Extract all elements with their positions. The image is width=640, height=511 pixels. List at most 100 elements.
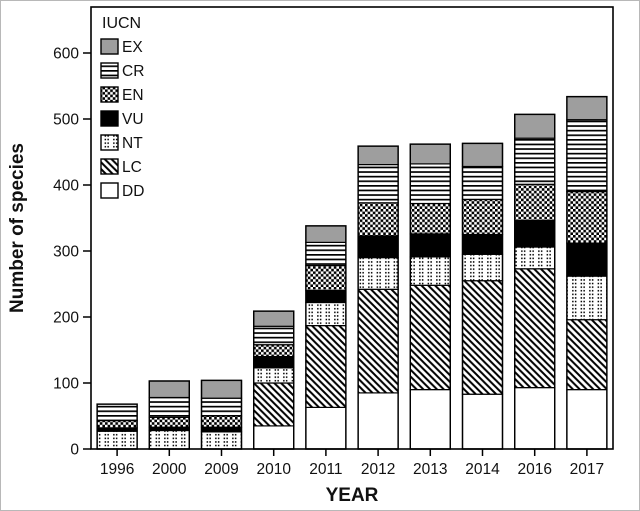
bar-segment-VU [514,220,556,248]
y-tick-label: 200 [53,310,79,327]
bar-segment-CR [409,163,451,205]
bar-segment-NT [148,429,190,450]
x-axis-title: YEAR [326,485,379,506]
legend-item-DD: DD [100,182,144,200]
legend-swatch-solid-gray [100,38,119,55]
legend-item-EX: EX [100,38,143,56]
legend-label: NT [122,135,143,152]
bar-segment-VU [357,235,399,259]
bar-segment-LC [461,280,504,395]
bar-segment-LC [253,382,295,427]
bar-segment-EX [357,145,399,166]
bar-segment-LC [357,288,399,394]
bar-segment-EN [357,202,399,237]
x-tick-label: 2014 [465,461,500,478]
x-tick-label: 2010 [256,461,291,478]
bar-segment-EN [566,191,608,244]
bar-2017 [566,95,608,450]
legend-swatch-checkerboard [100,86,119,103]
bar-segment-CR [96,403,138,422]
bar-segment-NT [357,257,399,290]
bar-2016 [514,113,556,450]
plot-area: 1996 2000 2009 2010 2011 2012 2013 2014 2016 2017… [53,6,614,478]
bar-2009 [200,379,243,450]
x-tick-label: 2011 [309,461,342,478]
legend-item-VU: VU [100,110,144,128]
bar-segment-VU [566,242,608,277]
x-tick-label: 2000 [152,461,187,478]
plot-border [90,6,614,450]
bar-segment-EX [461,142,504,168]
bar-segment-EX [305,225,347,243]
y-tick-label: 500 [53,112,79,129]
bar-segment-VU [253,356,295,369]
bar-segment-CR [514,137,556,185]
bar-2013 [409,143,451,450]
bar-segment-EN [96,420,138,429]
bar-segment-DD [305,406,347,450]
bar-segment-LC [514,268,556,389]
bar-segment-EN [253,344,295,358]
bar-segment-DD [566,389,608,450]
legend-swatch-white [100,182,119,199]
bar-segment-LC [305,325,347,409]
legend-label: CR [122,63,144,80]
bar-segment-NT [305,301,347,327]
y-tick-label: 300 [53,244,79,261]
legend-label: EN [122,87,144,104]
bar-2012 [357,145,399,450]
bar-segment-NT [514,246,556,270]
bar-segment-EN [409,202,451,235]
bar-segment-EX [253,310,295,327]
bar-segment-CR [200,397,243,417]
bar-segment-CR [566,119,608,193]
bar-segment-VU [200,426,243,433]
bar-1996 [96,403,138,450]
bar-segment-EN [514,183,556,222]
legend-label: DD [122,183,144,200]
x-tick-label: 2012 [361,461,395,478]
bar-segment-EX [148,380,190,399]
legend-swatch-solid-black [100,110,119,127]
y-axis-title: Number of species [7,143,28,313]
legend-swatch-horizontal-stripes [100,62,119,79]
bar-2014 [461,142,504,450]
bar-segment-EX [514,113,556,139]
bar-segment-VU [305,290,347,304]
x-tick-label: 2009 [204,461,238,478]
bar-segment-EN [148,416,190,428]
bar-segment-EX [566,95,608,121]
y-tick-label: 400 [53,178,79,195]
legend-item-CR: CR [100,62,144,80]
bar-segment-NT [96,430,138,450]
x-tick-label: 1996 [100,461,134,478]
y-tick-label: 100 [53,376,79,393]
bar-segment-NT [566,275,608,321]
bar-segment-DD [514,387,556,450]
bar-segment-CR [305,241,347,267]
bar-segment-NT [200,431,243,450]
legend-label: VU [122,111,144,128]
y-tick-label: 600 [53,46,79,63]
x-tick-label: 2013 [413,461,447,478]
legend-swatch-dots [100,134,119,151]
bar-segment-EN [461,198,504,236]
bar-segment-DD [357,392,399,450]
x-tick-label: 2017 [570,461,604,478]
bar-segment-EN [305,264,347,292]
bar-segment-DD [253,425,295,450]
bar-2010 [252,310,295,450]
legend-item-EN: EN [100,86,144,104]
bar-2011 [305,225,347,450]
bar-segment-NT [409,256,451,286]
legend-item-NT: NT [100,134,143,152]
bar-segment-EX [409,143,451,165]
bar-segment-EX [200,379,243,399]
bar-segment-CR [461,165,504,201]
bar-segment-DD [461,393,504,450]
bar-segment-CR [253,325,295,346]
bar-segment-LC [409,284,451,391]
legend-label: LC [122,159,142,176]
